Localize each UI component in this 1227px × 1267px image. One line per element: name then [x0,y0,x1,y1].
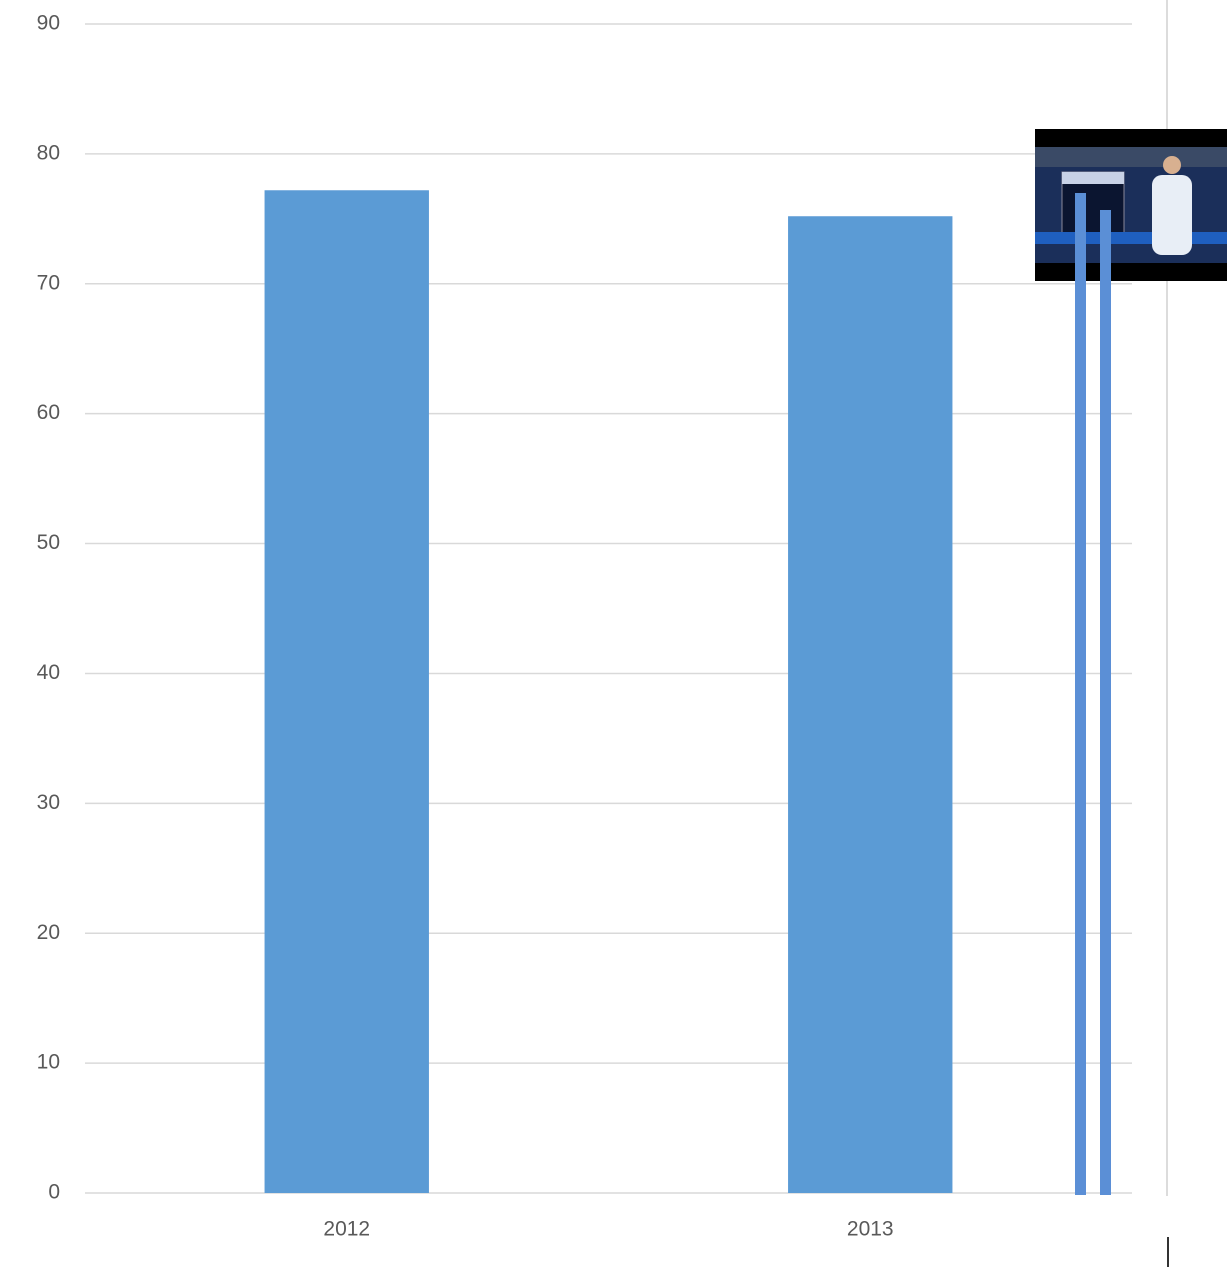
y-tick-label: 70 [37,271,60,294]
y-tick-label: 80 [37,141,60,164]
inset-graphic-header [1062,172,1124,184]
y-tick-label: 60 [37,401,60,424]
y-tick-label: 50 [37,531,60,554]
inset-player-head [1163,156,1181,174]
bar [788,216,953,1194]
y-tick-label: 30 [37,791,60,814]
y-tick-label: 10 [37,1051,60,1074]
y-tick-label: 90 [37,12,60,35]
x-tick-label: 2012 [323,1218,370,1241]
y-tick-label: 40 [37,661,60,684]
x-tick-label: 2013 [847,1218,894,1241]
inset-bar-decoration [1100,210,1111,1195]
inset-image [1035,129,1227,1195]
y-tick-label: 0 [48,1181,60,1204]
inset-player [1152,175,1192,255]
bar [264,190,429,1193]
inset-bar-decoration [1075,193,1086,1195]
inset-crowd [1035,147,1227,167]
y-tick-label: 20 [37,921,60,944]
inset-stripe [1035,232,1227,244]
